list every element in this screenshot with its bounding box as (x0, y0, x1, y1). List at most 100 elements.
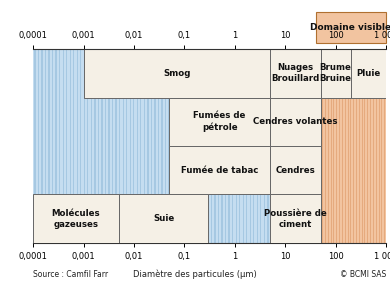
Bar (84, 49, 85, 243)
Bar (133, 49, 135, 243)
Bar (136, 49, 138, 243)
Bar (316, 12, 386, 43)
Bar (257, 49, 258, 243)
Bar (270, 194, 321, 243)
Bar (197, 49, 198, 243)
Bar (59, 49, 60, 243)
Bar (172, 49, 173, 243)
Bar (200, 49, 202, 243)
Bar (62, 49, 64, 243)
Bar (271, 49, 272, 243)
Bar (161, 49, 163, 243)
Bar (342, 49, 343, 243)
Bar (126, 49, 127, 243)
Bar (80, 49, 82, 243)
Bar (140, 49, 142, 243)
Bar (333, 49, 335, 243)
Bar (359, 49, 360, 243)
Text: Poussière de
ciment: Poussière de ciment (264, 208, 327, 229)
Bar (101, 49, 103, 243)
Bar (45, 49, 46, 243)
Bar (183, 49, 184, 243)
Text: Diamètre des particules (µm): Diamètre des particules (µm) (133, 270, 257, 279)
Bar (158, 49, 159, 243)
Bar (119, 194, 209, 243)
Bar (303, 49, 304, 243)
Bar (168, 49, 170, 243)
Bar (239, 49, 240, 243)
Bar (83, 49, 270, 97)
Bar (325, 49, 326, 243)
Bar (122, 49, 124, 243)
Bar (322, 49, 323, 243)
Bar (282, 49, 283, 243)
Bar (260, 49, 262, 243)
Bar (384, 49, 385, 243)
Bar (289, 49, 290, 243)
Text: Nuages
Brouillard: Nuages Brouillard (271, 63, 319, 84)
Bar (236, 49, 237, 243)
Bar (270, 97, 321, 146)
Bar (151, 49, 152, 243)
Bar (193, 49, 194, 243)
Text: Pluie: Pluie (356, 69, 381, 78)
Bar (246, 49, 247, 243)
Bar (306, 49, 307, 243)
Text: Brume
Bruine: Brume Bruine (320, 63, 352, 84)
Bar (270, 146, 321, 194)
Bar (73, 49, 74, 243)
Bar (313, 49, 314, 243)
Bar (250, 49, 251, 243)
Text: Source : Camfil Farr: Source : Camfil Farr (33, 271, 108, 279)
Bar (66, 49, 67, 243)
Bar (264, 49, 265, 243)
Bar (310, 49, 311, 243)
Bar (292, 49, 293, 243)
Bar (351, 49, 386, 97)
Text: © BCMI SAS: © BCMI SAS (340, 271, 386, 279)
Bar (211, 49, 212, 243)
Bar (48, 49, 50, 243)
Bar (285, 49, 286, 243)
Text: Domaine visible: Domaine visible (310, 23, 390, 32)
Bar (267, 49, 269, 243)
Bar (229, 49, 230, 243)
Text: Fumées de
pétrole: Fumées de pétrole (193, 111, 246, 132)
Bar (55, 49, 57, 243)
Bar (319, 49, 320, 243)
Bar (176, 49, 177, 243)
Text: Smog: Smog (163, 69, 190, 78)
Bar (33, 49, 316, 243)
Bar (362, 49, 363, 243)
Bar (94, 49, 96, 243)
Bar (381, 49, 382, 243)
Bar (296, 49, 297, 243)
Bar (345, 49, 346, 243)
Bar (270, 49, 321, 97)
Bar (253, 49, 254, 243)
Bar (215, 49, 216, 243)
Bar (316, 49, 386, 243)
Bar (98, 49, 99, 243)
Bar (52, 49, 53, 243)
Bar (147, 49, 149, 243)
Bar (370, 49, 371, 243)
Bar (373, 49, 374, 243)
Bar (232, 49, 233, 243)
Bar (207, 49, 209, 243)
Bar (165, 49, 166, 243)
Bar (33, 194, 119, 243)
Text: Suie: Suie (153, 214, 174, 223)
Bar (356, 49, 357, 243)
Bar (179, 49, 180, 243)
Bar (218, 49, 219, 243)
Bar (347, 49, 349, 243)
Bar (119, 49, 120, 243)
Bar (222, 49, 223, 243)
Bar (275, 49, 276, 243)
Bar (339, 49, 340, 243)
Bar (169, 97, 270, 146)
Bar (336, 49, 337, 243)
Bar (34, 49, 35, 243)
Text: Fumée de tabac: Fumée de tabac (181, 166, 258, 175)
